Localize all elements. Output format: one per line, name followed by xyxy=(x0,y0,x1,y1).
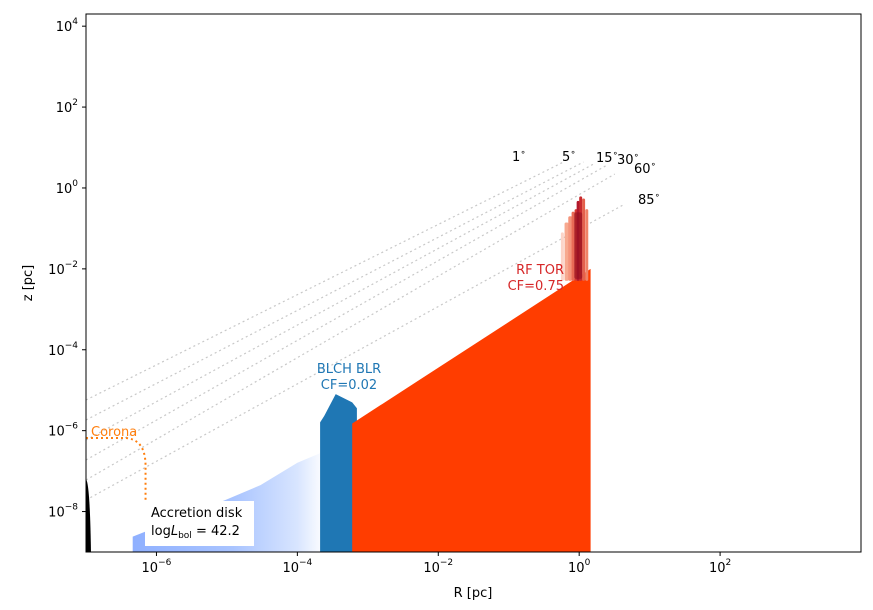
torus-clump-8 xyxy=(585,209,589,281)
plot-content xyxy=(86,161,624,552)
torus-clump-3 xyxy=(571,211,575,281)
torus-clump-core xyxy=(574,212,583,279)
disk-label-line2: logLbol = 42.2 xyxy=(151,524,240,541)
black-hole-edge xyxy=(86,479,91,552)
y-tick-label-0: 10−8 xyxy=(48,503,78,521)
torus-clump-1 xyxy=(564,222,569,281)
corona-label: Corona xyxy=(91,425,137,440)
x-axis-label: R [pc] xyxy=(454,586,493,601)
x-tick-label-0: 10−6 xyxy=(142,558,172,576)
y-tick-label-3: 10−2 xyxy=(48,260,78,278)
angle-label-4: 60∘ xyxy=(634,160,656,177)
angle-line-2 xyxy=(86,162,596,441)
torus-clump-0 xyxy=(560,232,564,281)
angle-line-5 xyxy=(86,204,624,501)
torus-label-line2: CF=0.75 xyxy=(508,279,564,294)
angle-line-4 xyxy=(86,173,616,481)
torus-clump-7 xyxy=(582,198,586,281)
torus-region xyxy=(352,268,591,552)
y-tick-label-6: 104 xyxy=(56,17,79,35)
y-tick-label-5: 102 xyxy=(56,98,78,116)
angle-line-0 xyxy=(86,161,564,401)
angle-labels: 1∘ 5∘ 15∘30∘60∘ 85∘ xyxy=(512,148,660,208)
x-tick-label-1: 10−4 xyxy=(282,558,312,576)
accretion-disk-label-box: Accretion disk logLbol = 42.2 xyxy=(145,501,254,546)
angle-label-0: 1∘ xyxy=(512,148,526,165)
x-tick-label-3: 100 xyxy=(568,558,591,576)
y-tick-label-2: 10−4 xyxy=(48,341,78,359)
angle-label-3: 30∘ xyxy=(617,151,639,168)
x-tick-label-4: 102 xyxy=(709,558,731,576)
blr-label-line2: CF=0.02 xyxy=(321,378,377,393)
angle-label-5: 85∘ xyxy=(638,191,660,208)
torus-clumps xyxy=(560,196,589,281)
disk-label-line1: Accretion disk xyxy=(151,506,243,521)
x-axis-ticks: 10−6 10−4 10−2 100 102 xyxy=(142,552,731,576)
y-axis-ticks: 10−8 10−6 10−4 10−2 100 102 104 xyxy=(48,17,86,521)
y-tick-label-1: 10−6 xyxy=(48,422,78,440)
y-tick-label-4: 100 xyxy=(56,179,79,197)
torus-label-line1: RF TOR xyxy=(516,263,564,278)
angle-label-1: 5∘ xyxy=(562,148,576,165)
angle-label-2: 15∘ xyxy=(596,149,618,166)
x-tick-label-2: 10−2 xyxy=(423,558,453,576)
viewing-angle-lines xyxy=(86,161,624,501)
y-axis-label: z [pc] xyxy=(21,265,36,302)
plot-frame xyxy=(85,13,862,553)
corona-outline xyxy=(86,436,147,502)
torus-clump-2 xyxy=(568,216,573,281)
blr-cloud-region xyxy=(320,394,357,552)
blr-label-line1: BLCH BLR xyxy=(317,362,381,377)
angle-line-1 xyxy=(86,161,584,421)
